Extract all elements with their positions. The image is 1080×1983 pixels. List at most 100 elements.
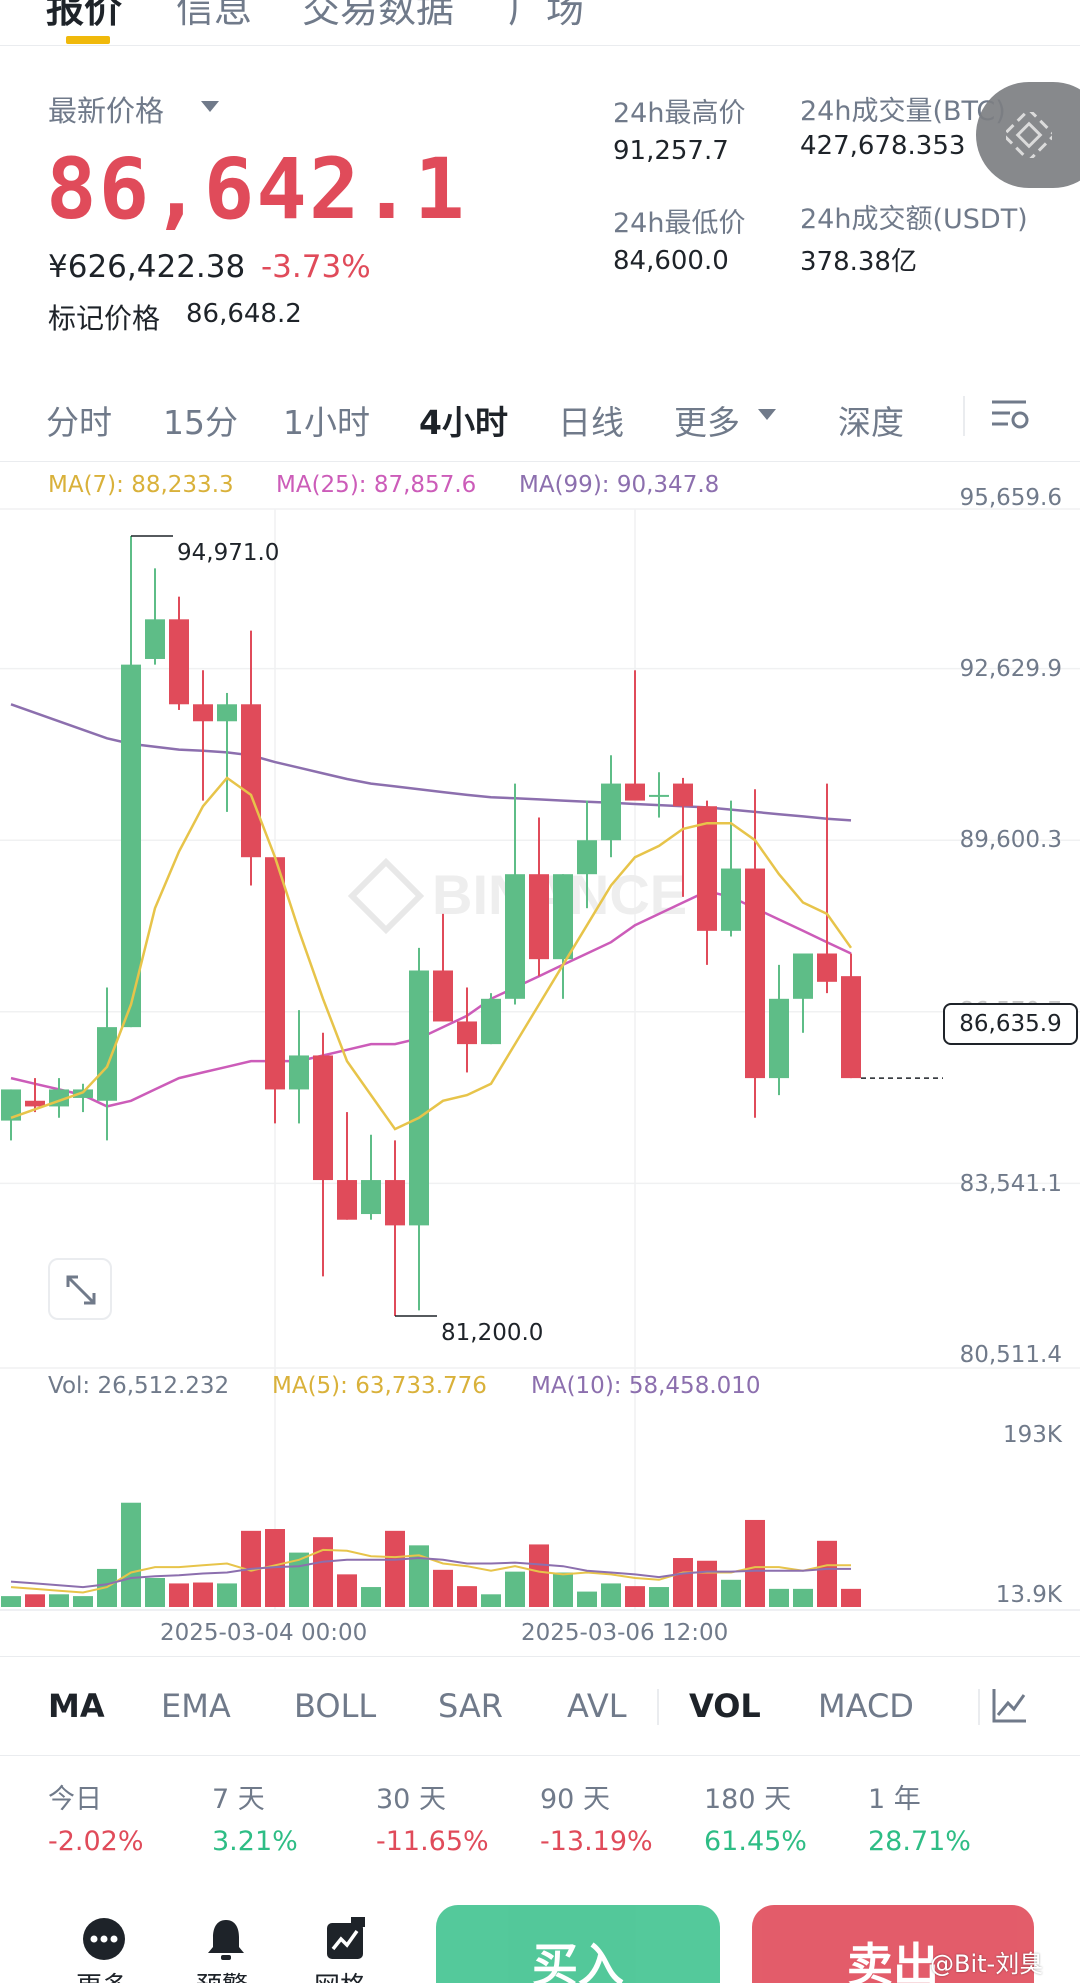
performance-value-30d: -11.65% xyxy=(376,1826,489,1857)
price-axis-tick: 89,600.3 xyxy=(959,827,1062,853)
chart-settings-icon[interactable] xyxy=(990,396,1030,436)
candle xyxy=(121,536,141,1028)
candle-body xyxy=(505,874,525,999)
volume-bar xyxy=(25,1594,45,1607)
buy-button[interactable]: 买入 xyxy=(436,1905,720,1983)
performance-value-90d: -13.19% xyxy=(540,1826,653,1857)
bell-icon[interactable] xyxy=(204,1917,248,1961)
extreme-markers xyxy=(131,535,943,1317)
low-24h-label: 24h最低价 xyxy=(613,208,746,239)
volume-usdt-label: 24h成交额(USDT) xyxy=(800,204,1028,235)
tab-quote[interactable]: 报价 xyxy=(46,0,123,31)
tab-trading-data[interactable]: 交易数据 xyxy=(302,0,455,31)
candle xyxy=(625,670,645,801)
tab-square[interactable]: 广场 xyxy=(508,0,585,31)
volume-bar xyxy=(1,1596,21,1607)
kline-chart[interactable]: BINANCE xyxy=(0,462,1080,1656)
indicator-macd[interactable]: MACD xyxy=(818,1687,914,1725)
low-marker-label: 81,200.0 xyxy=(441,1320,544,1346)
indicator-avl[interactable]: AVL xyxy=(567,1687,627,1725)
volume-bar xyxy=(145,1577,165,1607)
candle xyxy=(841,953,861,1079)
candle-body xyxy=(529,874,549,960)
price-axis-tick: 80,511.4 xyxy=(959,1342,1062,1368)
candle-body xyxy=(169,619,189,705)
candle xyxy=(73,1083,93,1113)
indicator-sar[interactable]: SAR xyxy=(438,1687,504,1725)
candle-body xyxy=(289,1055,309,1090)
performance-value-180d: 61.45% xyxy=(704,1826,807,1857)
candle xyxy=(241,630,261,886)
mark-price-label: 标记价格 xyxy=(48,302,161,335)
author-watermark: @Bit-刘臭 xyxy=(930,1950,1044,1978)
candle-body xyxy=(361,1180,381,1215)
performance-value-today: -2.02% xyxy=(48,1826,144,1857)
interval-4h[interactable]: 4小时 xyxy=(419,403,508,442)
candle xyxy=(769,964,789,1096)
volume-axis-tick: 193K xyxy=(1003,1422,1062,1448)
candle-body xyxy=(337,1180,357,1220)
volume-bar xyxy=(673,1558,693,1607)
candle xyxy=(457,987,477,1073)
more-icon[interactable] xyxy=(82,1917,126,1961)
volume-bar xyxy=(193,1582,213,1607)
divider xyxy=(657,1689,659,1725)
fullscreen-button[interactable] xyxy=(48,1258,112,1320)
indicator-ema[interactable]: EMA xyxy=(161,1687,231,1725)
high-24h-value: 91,257.7 xyxy=(613,136,729,166)
candle xyxy=(529,817,549,977)
ma25-legend: MA(25): 87,857.6 xyxy=(276,472,477,498)
candle xyxy=(745,789,765,1118)
candle-body xyxy=(553,874,573,960)
drawing-tool-icon[interactable] xyxy=(990,1687,1028,1725)
volume-bar xyxy=(433,1569,453,1607)
candle xyxy=(337,1112,357,1220)
volume-bar xyxy=(745,1519,765,1607)
chevron-down-icon[interactable] xyxy=(758,409,776,420)
indicator-vol[interactable]: VOL xyxy=(689,1687,761,1725)
price-axis-tick: 92,629.9 xyxy=(959,656,1062,682)
alert-label[interactable]: 预警 xyxy=(196,1966,248,1983)
indicator-ma[interactable]: MA xyxy=(48,1687,105,1725)
sell-button[interactable]: 卖出 xyxy=(752,1905,1034,1983)
grid-trading-icon[interactable] xyxy=(325,1917,365,1961)
volume-axis-tick: 13.9K xyxy=(995,1582,1062,1608)
interval-timeline[interactable]: 分时 xyxy=(46,403,112,442)
candle-body xyxy=(433,970,453,1022)
interval-1d[interactable]: 日线 xyxy=(558,403,624,442)
grid-label[interactable]: 网格 xyxy=(314,1966,366,1983)
ma7-line xyxy=(10,776,853,1131)
last-price-label[interactable]: 最新价格 xyxy=(48,94,165,128)
volume-legend: Vol: 26,512.232 xyxy=(48,1373,230,1399)
candle xyxy=(145,568,165,665)
floating-binance-button[interactable] xyxy=(976,82,1080,188)
active-tab-indicator xyxy=(66,36,110,44)
more-label[interactable]: 更多 xyxy=(76,1966,128,1983)
candle-body xyxy=(817,953,837,982)
candle-body xyxy=(25,1100,45,1107)
performance-label-30d: 30 天 xyxy=(376,1784,446,1815)
candle-body xyxy=(721,868,741,931)
buy-button-label: 买入 xyxy=(532,1938,624,1983)
interval-1h[interactable]: 1小时 xyxy=(283,403,370,442)
volume-bar xyxy=(73,1596,93,1607)
interval-15m[interactable]: 15分 xyxy=(163,403,238,442)
interval-depth[interactable]: 深度 xyxy=(838,403,904,442)
sell-button-label: 卖出 xyxy=(847,1938,939,1983)
volume-bar xyxy=(313,1537,333,1607)
price-axis-tick: 83,541.1 xyxy=(959,1171,1062,1197)
candle xyxy=(169,596,189,710)
candle xyxy=(577,800,597,909)
interval-tab-bar: 分时 15分 1小时 4小时 日线 更多 深度 xyxy=(0,382,1080,462)
candle-body xyxy=(1,1089,21,1121)
high-marker-label: 94,971.0 xyxy=(177,540,280,566)
candle xyxy=(721,800,741,937)
tab-info[interactable]: 信息 xyxy=(176,0,253,31)
volume-bar xyxy=(793,1588,813,1607)
candle-body xyxy=(625,783,645,801)
interval-more[interactable]: 更多 xyxy=(674,403,740,442)
volume-bar xyxy=(697,1560,717,1607)
caret-down-icon[interactable] xyxy=(201,101,219,112)
performance-value-1y: 28.71% xyxy=(868,1826,971,1857)
indicator-boll[interactable]: BOLL xyxy=(294,1687,377,1725)
